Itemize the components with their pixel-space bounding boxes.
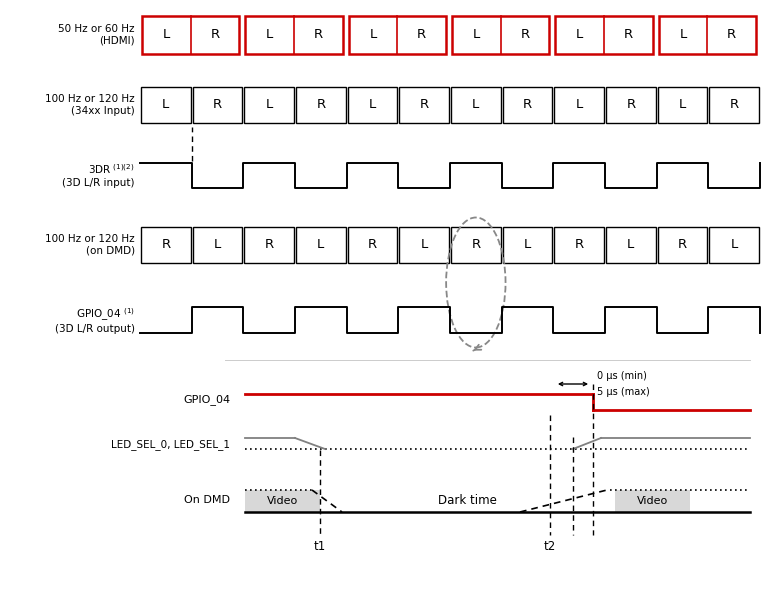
- Text: L: L: [266, 28, 273, 42]
- Text: R: R: [626, 99, 635, 111]
- Text: R: R: [368, 238, 377, 252]
- Text: GPIO_04: GPIO_04: [183, 394, 230, 405]
- Text: L: L: [163, 28, 170, 42]
- Text: L: L: [473, 28, 480, 42]
- Bar: [296, 227, 346, 263]
- Bar: [555, 16, 652, 54]
- Text: L: L: [627, 238, 635, 252]
- Bar: [658, 227, 707, 263]
- Text: 100 Hz or 120 Hz
(34xx Input): 100 Hz or 120 Hz (34xx Input): [46, 94, 135, 116]
- Text: R: R: [523, 99, 532, 111]
- Text: R: R: [678, 238, 687, 252]
- Bar: [348, 16, 446, 54]
- Text: 0 μs (min): 0 μs (min): [597, 371, 647, 381]
- Bar: [606, 227, 656, 263]
- Text: L: L: [265, 99, 272, 111]
- Text: R: R: [211, 28, 220, 42]
- Text: R: R: [265, 238, 274, 252]
- Bar: [452, 16, 550, 54]
- Bar: [399, 227, 449, 263]
- Text: 5 μs (max): 5 μs (max): [597, 387, 649, 397]
- Text: t2: t2: [544, 540, 557, 553]
- Text: GPIO_04 $^{(1)}$
(3D L/R output): GPIO_04 $^{(1)}$ (3D L/R output): [55, 306, 135, 334]
- Bar: [615, 490, 690, 512]
- Text: 3DR $^{(1)(2)}$
(3D L/R input): 3DR $^{(1)(2)}$ (3D L/R input): [63, 162, 135, 188]
- Bar: [451, 87, 501, 123]
- Text: L: L: [576, 28, 584, 42]
- Text: R: R: [520, 28, 529, 42]
- Text: L: L: [214, 238, 221, 252]
- Text: R: R: [624, 28, 633, 42]
- Bar: [245, 490, 320, 512]
- Text: R: R: [420, 99, 429, 111]
- Text: R: R: [213, 99, 222, 111]
- Text: L: L: [420, 238, 428, 252]
- Text: Dark time: Dark time: [438, 494, 497, 508]
- Text: R: R: [417, 28, 426, 42]
- Text: R: R: [317, 99, 325, 111]
- Text: L: L: [317, 238, 324, 252]
- Bar: [193, 227, 242, 263]
- Text: LED_SEL_0, LED_SEL_1: LED_SEL_0, LED_SEL_1: [111, 440, 230, 451]
- Bar: [296, 87, 346, 123]
- Text: L: L: [731, 238, 738, 252]
- Text: t1: t1: [314, 540, 326, 553]
- Bar: [554, 227, 604, 263]
- Text: L: L: [576, 99, 583, 111]
- Text: R: R: [574, 238, 584, 252]
- Bar: [245, 87, 294, 123]
- Bar: [658, 87, 707, 123]
- Text: L: L: [679, 99, 686, 111]
- Bar: [141, 227, 190, 263]
- Text: L: L: [163, 99, 170, 111]
- Bar: [348, 227, 397, 263]
- Bar: [348, 87, 397, 123]
- Bar: [245, 227, 294, 263]
- Bar: [554, 87, 604, 123]
- Text: R: R: [471, 238, 481, 252]
- Bar: [451, 227, 501, 263]
- Bar: [709, 227, 759, 263]
- Text: L: L: [524, 238, 531, 252]
- Bar: [399, 87, 449, 123]
- Text: On DMD: On DMD: [184, 495, 230, 505]
- Bar: [245, 16, 343, 54]
- Text: R: R: [730, 99, 738, 111]
- Text: 50 Hz or 60 Hz
(HDMI): 50 Hz or 60 Hz (HDMI): [59, 24, 135, 46]
- Text: L: L: [369, 99, 376, 111]
- Bar: [606, 87, 656, 123]
- Text: R: R: [161, 238, 170, 252]
- Bar: [502, 87, 553, 123]
- Text: R: R: [313, 28, 323, 42]
- Text: L: L: [680, 28, 687, 42]
- Text: L: L: [369, 28, 377, 42]
- Text: 100 Hz or 120 Hz
(on DMD): 100 Hz or 120 Hz (on DMD): [46, 234, 135, 256]
- Text: Video: Video: [637, 496, 668, 506]
- Bar: [502, 227, 553, 263]
- Bar: [142, 16, 239, 54]
- Text: R: R: [727, 28, 736, 42]
- Bar: [709, 87, 759, 123]
- Text: Video: Video: [267, 496, 298, 506]
- Bar: [193, 87, 242, 123]
- Text: L: L: [472, 99, 479, 111]
- Bar: [141, 87, 190, 123]
- Bar: [659, 16, 756, 54]
